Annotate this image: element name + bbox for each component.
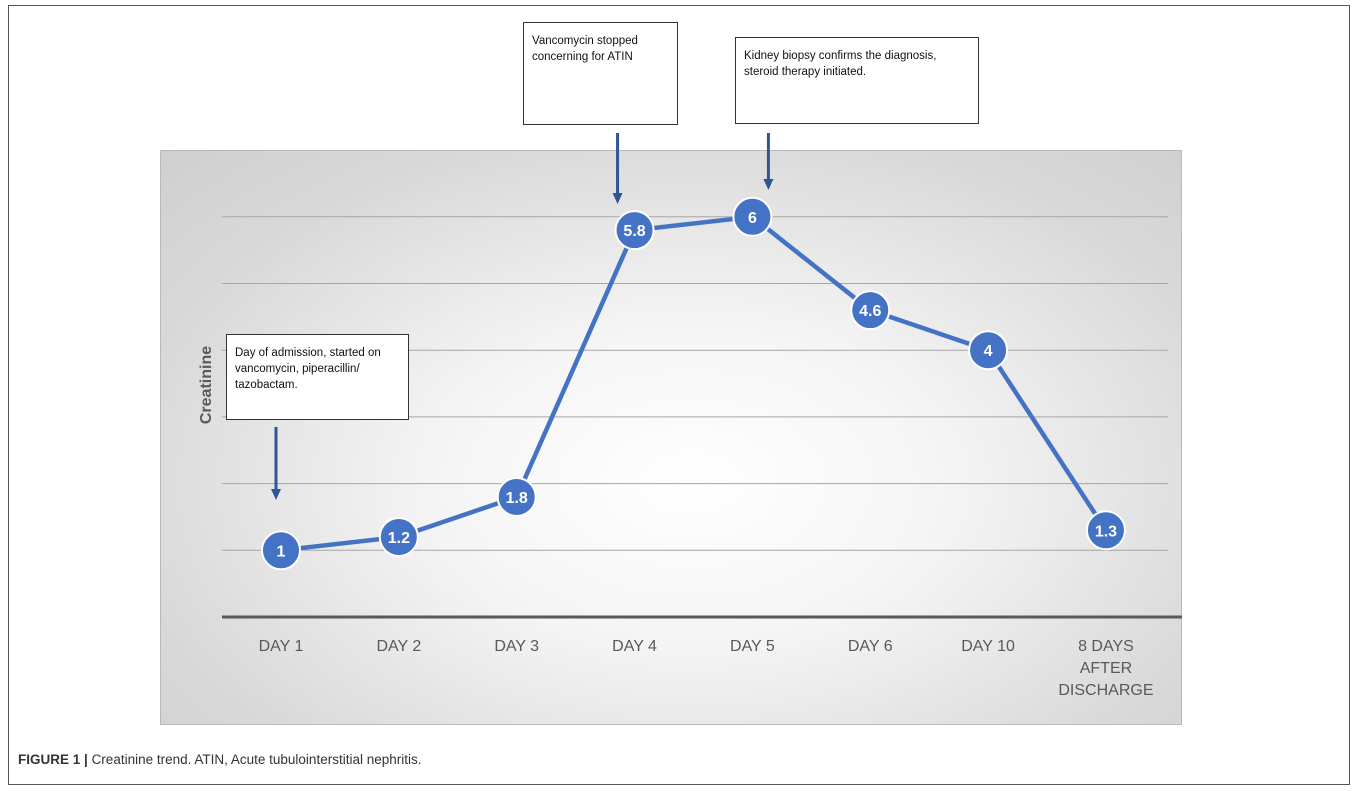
data-point: 1.2 (378, 516, 419, 557)
data-point-marker (614, 210, 655, 251)
figure-caption: FIGURE 1 | Creatinine trend. ATIN, Acute… (18, 752, 421, 767)
caption-label: FIGURE 1 | (18, 752, 88, 767)
data-point: 4.6 (850, 290, 891, 331)
plot-area (160, 150, 1182, 725)
annotation-vancomycin-stopped: Vancomycin stopped concerning for ATIN (523, 22, 678, 125)
gridlines (222, 216, 1168, 551)
data-point: 5.8 (614, 210, 655, 251)
data-label: 6 (748, 210, 757, 227)
x-tick-label: DAY 10 (961, 638, 1015, 655)
data-point-marker (378, 516, 419, 557)
data-label: 4 (984, 343, 993, 360)
data-label: 1.3 (1095, 523, 1117, 540)
data-point-marker (732, 196, 773, 237)
annotation-arrow (763, 133, 774, 190)
x-tick-label: 8 DAYS AFTER DISCHARGE (1058, 638, 1153, 699)
data-point: 1 (261, 530, 301, 571)
x-tick-label: DAY 6 (848, 638, 893, 655)
axis-labels: DAY 1 DAY 2 DAY 3 DAY 4 DAY 5 DAY 6 DAY 10 8 DA… (259, 638, 1154, 699)
annotation-arrow (612, 133, 623, 204)
data-point-marker (850, 290, 891, 331)
x-tick-label: DAY 4 (612, 638, 657, 655)
annotation-kidney-biopsy: Kidney biopsy confirms the diagnosis, st… (735, 37, 979, 124)
x-tick-label: DAY 3 (494, 638, 539, 655)
data-point: 1.8 (496, 476, 537, 517)
data-point-marker (1085, 510, 1126, 551)
data-label: 4.6 (859, 303, 881, 320)
series-creatinine: 1 1.2 1.8 5.8 6 4.6 4 1.3 (261, 196, 1126, 571)
annotation-arrows (271, 133, 774, 500)
data-label: 1 (277, 543, 286, 560)
x-tick-label: DAY 2 (376, 638, 421, 655)
caption-text: Creatinine trend. ATIN, Acute tubulointe… (91, 752, 422, 767)
data-label: 1.8 (506, 490, 528, 507)
series-line (280, 214, 1108, 553)
annotation-admission: Day of admission, started on vancomycin,… (226, 334, 409, 420)
data-point-marker (261, 530, 301, 571)
data-point-marker (968, 330, 1009, 371)
data-point: 1.3 (1085, 510, 1126, 551)
data-point: 6 (732, 196, 773, 237)
x-tick-label: DAY 1 (259, 638, 304, 655)
data-label: 1.2 (388, 530, 410, 547)
data-point-marker (496, 476, 537, 517)
annotation-arrow (271, 427, 281, 500)
x-tick-label: DAY 5 (730, 638, 775, 655)
y-axis-label: Creatinine (198, 346, 215, 424)
data-label: 5.8 (623, 223, 645, 240)
data-point: 4 (968, 330, 1009, 371)
